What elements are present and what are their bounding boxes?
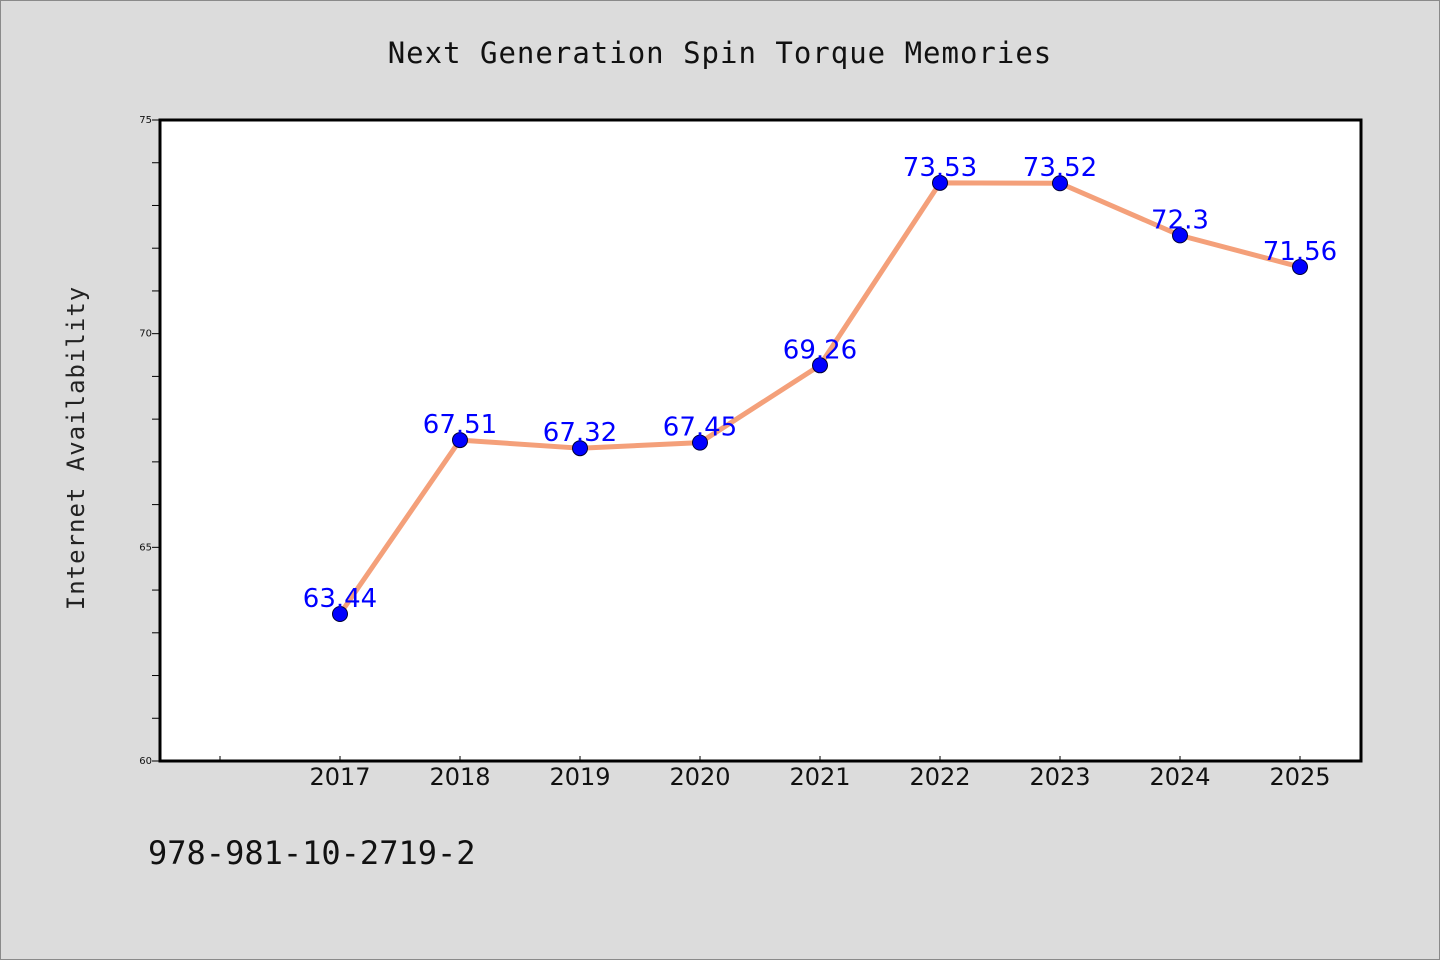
data-label: 63.44 [303, 584, 377, 614]
y-tick-label: 75 [139, 115, 152, 126]
data-point [332, 605, 348, 622]
data-label: 73.53 [903, 153, 977, 183]
x-tick-label: 2018 [429, 763, 490, 791]
data-label: 67.51 [423, 410, 497, 440]
data-point [1292, 259, 1308, 276]
isbn-caption: 978-981-10-2719-2 [148, 834, 476, 872]
x-tick-label: 2022 [909, 763, 970, 791]
x-tick-label: 2024 [1149, 763, 1210, 791]
data-point [932, 174, 948, 191]
data-point [572, 440, 588, 457]
data-label: 73.52 [1023, 153, 1097, 183]
y-tick-label: 60 [139, 756, 152, 767]
data-label: 67.32 [543, 418, 617, 448]
x-tick-label: 2023 [1029, 763, 1090, 791]
plot-border [158, 118, 1363, 763]
x-tick-label: 2025 [1269, 763, 1330, 791]
data-point [1172, 227, 1188, 244]
series-markers [332, 174, 1308, 622]
data-point [1052, 175, 1068, 192]
data-label: 69.26 [783, 335, 857, 365]
data-label: 71.56 [1263, 237, 1337, 267]
x-tick-label: 2021 [789, 763, 850, 791]
x-tick-label: 2019 [549, 763, 610, 791]
data-label: 67.45 [663, 413, 737, 443]
data-point [452, 432, 468, 449]
data-point [692, 434, 708, 451]
y-tick-label: 70 [139, 329, 152, 340]
axis-ticks: 60 65 70 75 2017 2018 2019 2020 2021 2022 2023 2024… [139, 115, 1330, 791]
data-point [812, 357, 828, 374]
chart-title: Next Generation Spin Torque Memories [388, 36, 1053, 70]
x-tick-label: 2020 [669, 763, 730, 791]
y-tick-label: 65 [139, 542, 152, 553]
y-axis-label: Internet Availability [62, 286, 90, 610]
x-tick-label: 2017 [309, 763, 370, 791]
data-label: 72.3 [1151, 205, 1209, 235]
data-labels: 63.44 67.51 67.32 67.45 69.26 73.53 73.52 72.3 7… [303, 153, 1337, 614]
